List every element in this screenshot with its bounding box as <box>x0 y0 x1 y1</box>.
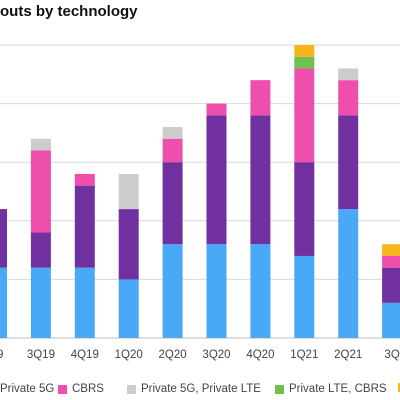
bar-segment-4Q20-series-2 <box>250 80 271 116</box>
bar-segment-4Q19-series-1 <box>74 185 95 268</box>
legend-item: CBRS <box>58 383 104 395</box>
bar-segment-19-series-0 <box>0 267 7 338</box>
chart-title: outs by technology <box>0 3 138 20</box>
x-tick-label: 4Q19 <box>71 349 99 361</box>
bar-segment-3Q20-series-1 <box>206 115 227 245</box>
bar-segment-2Q20-series-3 <box>162 127 183 139</box>
bar-segment-2Q21-series-0 <box>338 209 359 338</box>
x-tick-label: 3Q19 <box>27 349 55 361</box>
legend-item: Private LTE, CBRS <box>275 383 387 395</box>
bar-segment-3Q-series-1 <box>382 267 400 303</box>
bar-segment-3Q20-series-2 <box>206 103 227 116</box>
legend: Private 5G CBRS Private 5G, Private LTE Pri… <box>0 383 400 400</box>
bar-segment-19-series-1 <box>0 209 7 268</box>
bar-segment-3Q-series-0 <box>382 302 400 338</box>
bar-segment-3Q19-series-3 <box>30 138 51 151</box>
bar-segment-3Q19-series-2 <box>30 150 51 233</box>
bars <box>0 45 400 338</box>
bar-segment-3Q19-series-0 <box>30 267 51 338</box>
legend-label: Private 5G, Private LTE <box>141 383 261 395</box>
bar-segment-1Q21-series-1 <box>294 162 315 256</box>
legend-label: Private 5G <box>0 383 55 395</box>
x-tick-labels: 19 3Q19 4Q19 1Q20 2Q20 3Q20 4Q20 1Q21 2Q21 3Q <box>0 349 400 361</box>
bar-segment-3Q-series-5 <box>382 244 400 256</box>
bar-segment-1Q21-series-0 <box>294 255 315 338</box>
bar-segment-1Q21-series-5 <box>294 45 315 57</box>
legend-swatch <box>58 384 67 394</box>
x-tick-label: 4Q20 <box>246 349 274 361</box>
x-tick-label: 19 <box>0 349 3 361</box>
legend-label: Private LTE, CBRS <box>289 383 387 395</box>
bar-segment-2Q20-series-0 <box>162 244 183 338</box>
x-tick-label: 2Q20 <box>159 349 187 361</box>
bar-segment-1Q20-series-1 <box>118 209 139 280</box>
bar-segment-2Q20-series-2 <box>162 138 183 163</box>
bar-segment-3Q19-series-1 <box>30 232 51 268</box>
bar-segment-4Q20-series-0 <box>250 244 271 338</box>
bar-segment-1Q21-series-4 <box>294 56 315 69</box>
legend-swatch <box>398 383 400 392</box>
bar-segment-4Q20-series-1 <box>250 115 271 245</box>
bar-segment-2Q20-series-1 <box>162 162 183 245</box>
gridlines <box>0 44 400 339</box>
x-tick-label: 1Q20 <box>115 349 143 361</box>
bar-segment-2Q21-series-3 <box>338 68 359 81</box>
bar-segment-1Q20-series-3 <box>118 173 139 210</box>
x-tick-label: 2Q21 <box>334 349 362 361</box>
legend-swatch <box>275 384 284 394</box>
bar-segment-4Q19-series-0 <box>74 267 95 338</box>
legend-item <box>398 383 400 392</box>
x-tick-label: 1Q21 <box>290 349 318 361</box>
bar-segment-1Q21-series-2 <box>294 68 315 163</box>
legend-item: Private 5G, Private LTE <box>127 383 261 395</box>
bar-segment-2Q21-series-2 <box>338 80 359 116</box>
legend-item: Private 5G <box>0 383 54 395</box>
bar-segment-3Q20-series-0 <box>206 244 227 338</box>
legend-swatch <box>127 384 136 394</box>
bar-segment-3Q-series-2 <box>382 255 400 268</box>
bar-segment-2Q21-series-1 <box>338 115 359 210</box>
bar-segment-1Q20-series-0 <box>118 279 139 338</box>
x-tick-label: 3Q <box>384 349 399 361</box>
x-tick-label: 3Q20 <box>202 349 230 361</box>
bar-segment-4Q19-series-2 <box>74 173 95 186</box>
legend-label: CBRS <box>72 383 104 395</box>
